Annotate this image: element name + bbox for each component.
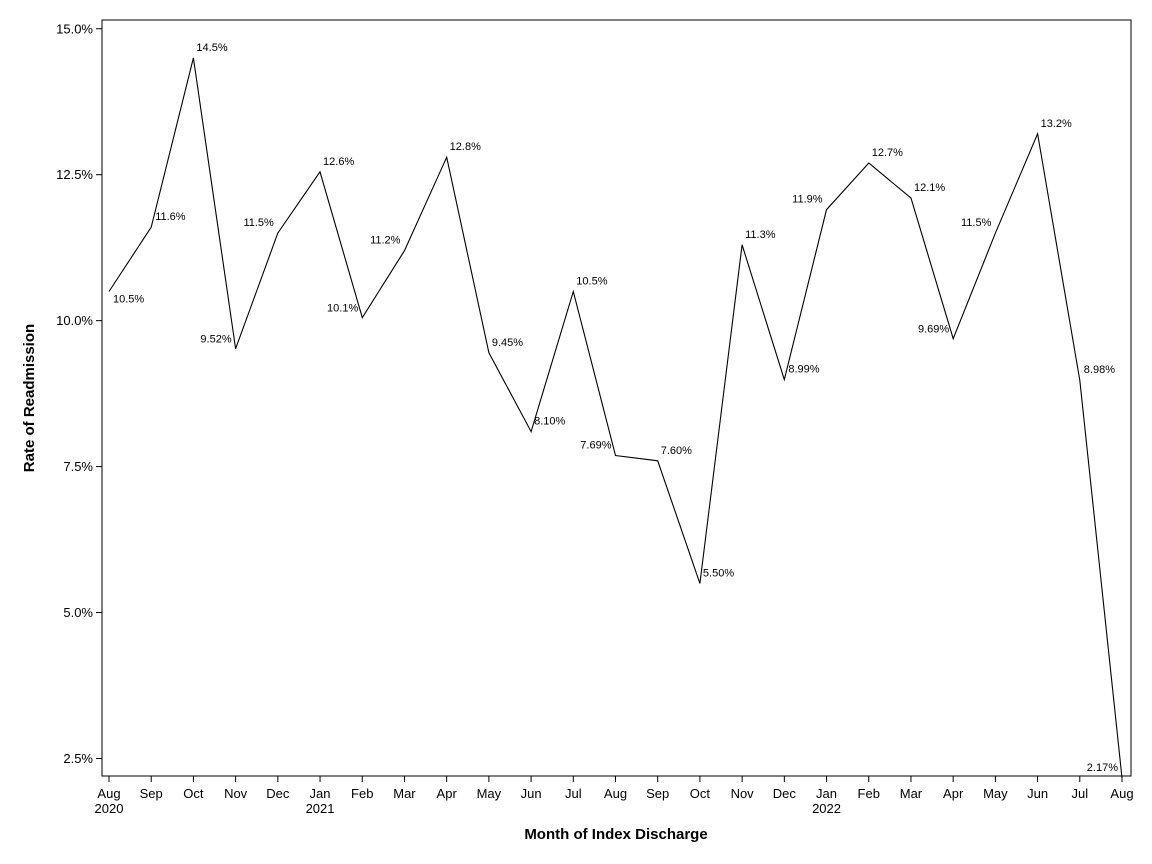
plot-area-frame [101, 19, 1132, 777]
data-labels: 10.5% 11.6% 14.5% 9.52% 11.5% 12.6% 10.1% 11.2%… [113, 42, 1118, 774]
x-tick-label-month: Sep [140, 786, 163, 801]
y-tick-label: 5.0% [63, 605, 93, 620]
data-label: 12.1% [914, 182, 945, 194]
x-tick-label-year: 2021 [306, 801, 335, 816]
data-label: 11.5% [961, 217, 992, 229]
data-label: 8.98% [1084, 364, 1115, 376]
data-label: 5.50% [703, 567, 734, 579]
x-tick-label-month: Jun [1027, 786, 1048, 801]
x-tick-label-month: Dec [266, 786, 290, 801]
x-tick-label-month: Jan [310, 786, 331, 801]
x-axis-title: Month of Index Discharge [524, 826, 707, 843]
x-tick-label-month: Aug [604, 786, 627, 801]
data-label: 12.7% [872, 147, 903, 159]
x-tick-label-month: Aug [1110, 786, 1133, 801]
y-tick-label: 12.5% [56, 167, 93, 182]
x-tick-label-month: Apr [437, 786, 458, 801]
y-tick-label: 15.0% [56, 21, 93, 36]
x-tick-label-month: Jun [521, 786, 542, 801]
x-tick-label-month: May [477, 786, 502, 801]
data-label: 2.17% [1087, 762, 1118, 774]
data-label: 11.5% [243, 217, 274, 229]
data-label: 11.3% [745, 229, 776, 241]
data-label: 11.9% [792, 194, 823, 206]
x-tick-label-month: Nov [731, 786, 755, 801]
x-tick-label-year: 2022 [812, 801, 841, 816]
y-tick-label: 7.5% [63, 459, 93, 474]
y-axis-title: Rate of Readmission [21, 324, 38, 472]
data-label: 12.6% [323, 156, 354, 168]
x-tick-label-month: May [983, 786, 1008, 801]
x-tick-label-month: Oct [183, 786, 204, 801]
data-label: 13.2% [1041, 118, 1072, 130]
y-axis: 2.5% 5.0% 7.5% 10.0% 12.5% 15.0% [56, 21, 102, 766]
data-label: 10.5% [576, 275, 607, 287]
data-label: 9.45% [492, 337, 523, 349]
data-label: 12.8% [450, 141, 481, 153]
data-label: 7.60% [661, 445, 692, 457]
x-tick-label-year: 2020 [95, 801, 124, 816]
data-label: 11.6% [155, 211, 186, 223]
x-tick-label-month: Nov [224, 786, 248, 801]
data-label: 9.69% [918, 324, 949, 336]
data-label: 14.5% [196, 42, 227, 54]
y-tick-label: 10.0% [56, 313, 93, 328]
data-label: 7.69% [580, 440, 611, 452]
y-tick-label: 2.5% [63, 751, 93, 766]
x-tick-label-month: Mar [393, 786, 416, 801]
x-tick-label-month: Mar [900, 786, 923, 801]
data-label: 10.5% [113, 293, 144, 305]
x-tick-label-month: Dec [773, 786, 797, 801]
x-tick-label-month: Feb [858, 786, 880, 801]
data-label: 9.52% [200, 334, 231, 346]
data-label: 10.1% [327, 303, 358, 315]
data-label: 11.2% [370, 235, 401, 247]
x-tick-label-month: Sep [646, 786, 669, 801]
x-tick-label-month: Apr [943, 786, 964, 801]
data-label: 8.99% [788, 364, 819, 376]
x-tick-label-month: Jan [816, 786, 837, 801]
x-tick-label-month: Aug [97, 786, 120, 801]
data-label: 8.10% [534, 416, 565, 428]
x-tick-label-month: Jul [1071, 786, 1088, 801]
x-tick-label-month: Feb [351, 786, 373, 801]
x-tick-label-month: Jul [565, 786, 582, 801]
x-tick-label-month: Oct [690, 786, 711, 801]
series-line [108, 57, 1123, 778]
